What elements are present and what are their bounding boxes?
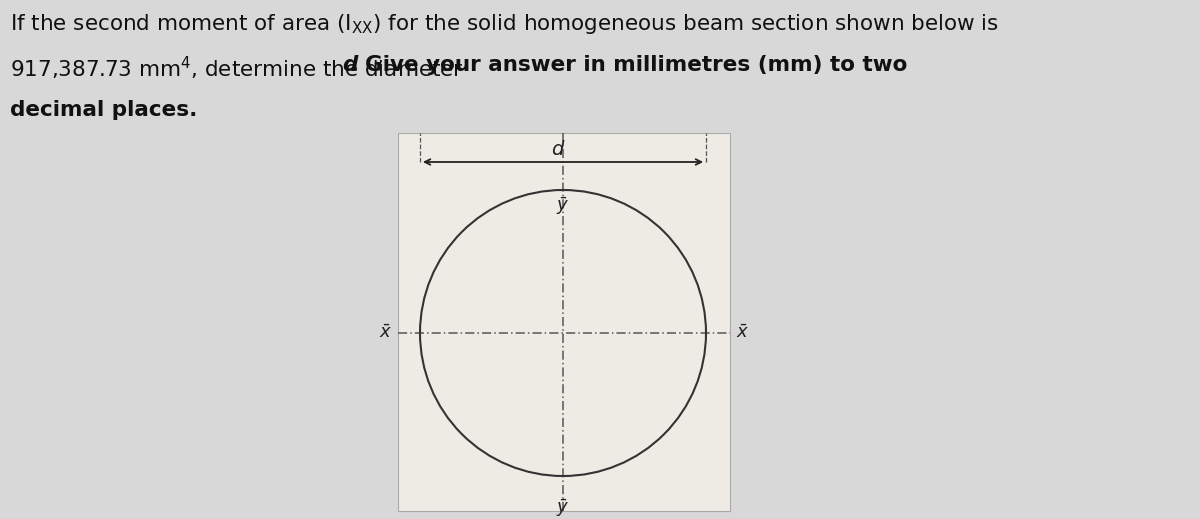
Text: $\bar{y}$: $\bar{y}$ — [557, 497, 570, 518]
Text: Give your answer in millimetres (mm) to two: Give your answer in millimetres (mm) to … — [365, 55, 907, 75]
Bar — [398, 133, 730, 511]
Text: $\bar{x}$: $\bar{x}$ — [736, 324, 749, 342]
Text: .: . — [350, 55, 364, 75]
Text: If the second moment of area (I$_{\rm XX}$) for the solid homogeneous beam secti: If the second moment of area (I$_{\rm XX… — [10, 12, 998, 36]
Text: d: d — [551, 141, 563, 159]
Text: $\bar{x}$: $\bar{x}$ — [379, 324, 392, 342]
Text: decimal places.: decimal places. — [10, 100, 197, 120]
Text: 917,387.73 mm$^4$, determine the diameter: 917,387.73 mm$^4$, determine the diamete… — [10, 55, 463, 82]
Text: d: d — [342, 55, 358, 75]
Text: $\bar{y}$: $\bar{y}$ — [557, 195, 570, 216]
